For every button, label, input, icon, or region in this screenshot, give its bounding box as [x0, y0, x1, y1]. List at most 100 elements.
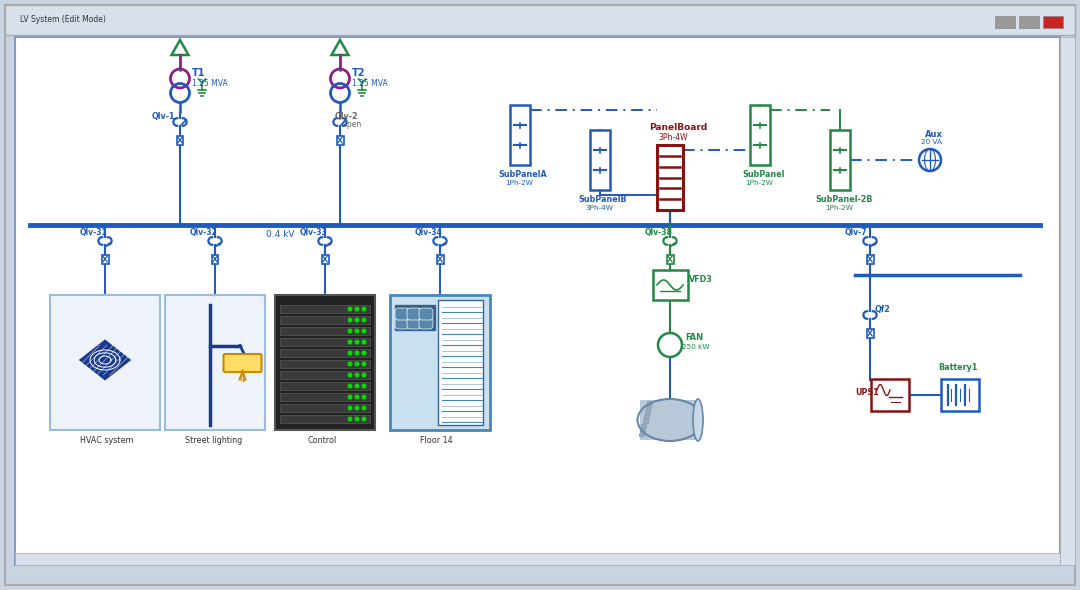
FancyBboxPatch shape [639, 432, 644, 436]
FancyBboxPatch shape [407, 308, 421, 320]
Circle shape [355, 318, 359, 322]
Circle shape [355, 406, 359, 410]
FancyBboxPatch shape [280, 371, 370, 379]
FancyBboxPatch shape [438, 300, 483, 425]
Ellipse shape [693, 399, 703, 441]
Circle shape [348, 318, 352, 322]
FancyBboxPatch shape [640, 400, 700, 440]
Text: Qlv-2: Qlv-2 [335, 112, 359, 121]
Polygon shape [81, 341, 130, 379]
FancyBboxPatch shape [644, 415, 649, 418]
FancyBboxPatch shape [5, 5, 1075, 35]
FancyBboxPatch shape [395, 317, 409, 329]
FancyBboxPatch shape [419, 317, 433, 329]
FancyBboxPatch shape [224, 354, 261, 372]
Circle shape [348, 395, 352, 399]
FancyBboxPatch shape [15, 37, 1059, 565]
FancyBboxPatch shape [866, 329, 874, 337]
Text: HVAC system: HVAC system [80, 436, 134, 445]
FancyBboxPatch shape [1020, 16, 1039, 28]
FancyBboxPatch shape [647, 401, 652, 405]
Circle shape [355, 373, 359, 377]
Circle shape [362, 362, 366, 366]
FancyBboxPatch shape [280, 382, 370, 390]
Text: Control: Control [307, 436, 336, 445]
FancyBboxPatch shape [643, 419, 648, 422]
FancyBboxPatch shape [419, 308, 433, 320]
FancyBboxPatch shape [995, 16, 1015, 28]
Circle shape [362, 340, 366, 344]
FancyBboxPatch shape [510, 105, 530, 165]
Circle shape [348, 373, 352, 377]
Circle shape [348, 307, 352, 311]
Circle shape [348, 406, 352, 410]
FancyBboxPatch shape [652, 270, 688, 300]
Text: SubPanel-2B: SubPanel-2B [815, 195, 873, 204]
FancyBboxPatch shape [642, 424, 647, 427]
Text: 250 kW: 250 kW [681, 344, 710, 350]
Text: Qlv-31: Qlv-31 [80, 228, 108, 237]
FancyBboxPatch shape [750, 105, 770, 165]
Text: Qf2: Qf2 [875, 305, 891, 314]
Circle shape [362, 373, 366, 377]
FancyBboxPatch shape [407, 317, 421, 329]
Text: SubPanel: SubPanel [742, 170, 784, 179]
Circle shape [355, 340, 359, 344]
FancyBboxPatch shape [102, 254, 108, 264]
Text: Qlv-38: Qlv-38 [645, 228, 673, 237]
FancyBboxPatch shape [436, 254, 444, 264]
Text: 1Ph-2W: 1Ph-2W [505, 180, 532, 186]
FancyBboxPatch shape [337, 136, 343, 145]
Text: PanelBoard: PanelBoard [649, 123, 707, 132]
Circle shape [355, 329, 359, 333]
Circle shape [362, 395, 366, 399]
Text: Floor 14: Floor 14 [420, 436, 453, 445]
Text: 1.25 MVA: 1.25 MVA [192, 79, 228, 88]
Circle shape [355, 384, 359, 388]
Text: T1: T1 [192, 68, 205, 78]
FancyBboxPatch shape [275, 295, 375, 430]
Circle shape [348, 329, 352, 333]
Circle shape [362, 351, 366, 355]
Circle shape [355, 417, 359, 421]
FancyBboxPatch shape [280, 360, 370, 368]
FancyBboxPatch shape [280, 393, 370, 401]
FancyBboxPatch shape [590, 130, 610, 190]
Text: Street lighting: Street lighting [185, 436, 242, 445]
FancyBboxPatch shape [280, 305, 370, 313]
Text: 3Ph-4W: 3Ph-4W [658, 133, 688, 142]
Text: SubPanelA: SubPanelA [498, 170, 546, 179]
FancyBboxPatch shape [646, 405, 651, 409]
Text: Qlv-1: Qlv-1 [152, 112, 175, 121]
FancyBboxPatch shape [941, 379, 978, 411]
FancyBboxPatch shape [870, 379, 909, 411]
Text: 1.25 MVA: 1.25 MVA [352, 79, 388, 88]
Text: Qlv-33: Qlv-33 [300, 228, 327, 237]
Circle shape [362, 417, 366, 421]
FancyBboxPatch shape [280, 415, 370, 423]
Circle shape [348, 340, 352, 344]
FancyBboxPatch shape [866, 254, 874, 264]
Circle shape [362, 307, 366, 311]
FancyBboxPatch shape [280, 327, 370, 335]
Text: T2: T2 [352, 68, 365, 78]
Circle shape [348, 362, 352, 366]
Text: FAN: FAN [685, 333, 703, 342]
FancyBboxPatch shape [280, 349, 370, 357]
FancyBboxPatch shape [280, 316, 370, 324]
Circle shape [355, 307, 359, 311]
FancyBboxPatch shape [645, 410, 650, 414]
Circle shape [348, 351, 352, 355]
FancyBboxPatch shape [831, 130, 850, 190]
Circle shape [362, 329, 366, 333]
FancyBboxPatch shape [165, 295, 265, 430]
FancyBboxPatch shape [50, 295, 160, 430]
FancyBboxPatch shape [395, 305, 435, 330]
Text: LV System (Edit Mode): LV System (Edit Mode) [21, 15, 106, 25]
Text: Qlv-34: Qlv-34 [415, 228, 443, 237]
Text: 3Ph-4W: 3Ph-4W [585, 205, 612, 211]
FancyBboxPatch shape [657, 145, 683, 210]
Circle shape [348, 384, 352, 388]
Text: Qlv-32: Qlv-32 [190, 228, 218, 237]
Circle shape [362, 318, 366, 322]
